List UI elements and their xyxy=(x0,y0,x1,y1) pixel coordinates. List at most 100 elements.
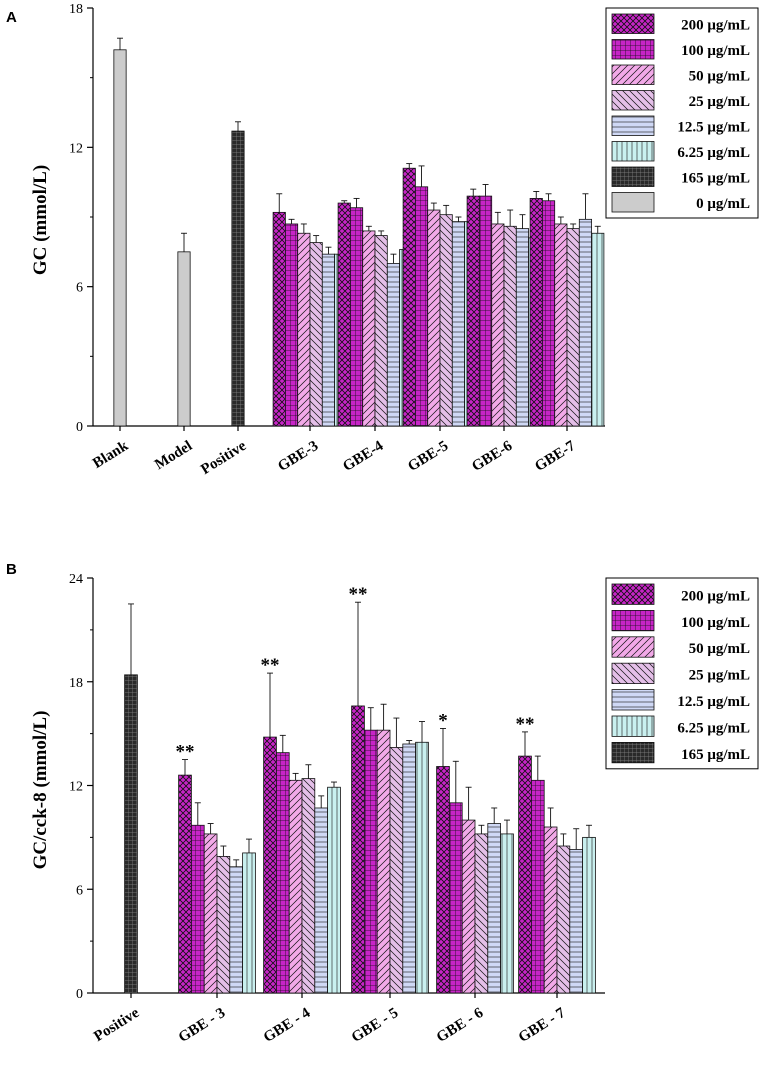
panel-a-category-label-gbe-4: GBE-4 xyxy=(340,438,386,475)
panel-b-legend-label-200-ug-ml: 200 μg/mL xyxy=(681,588,750,604)
panel-a-group-gbe-4 xyxy=(337,197,413,427)
panel-b-legend-swatch-6-25-ug-ml xyxy=(611,715,655,737)
panel-b-y-axis-label: GC/cck-8 (mmol/L) xyxy=(30,711,51,870)
panel-a-bar-gbe-7-50-ug-ml xyxy=(554,223,568,427)
panel-b-bar-gbe-6-12-5-ug-ml xyxy=(487,823,501,994)
panel-a-bar-gbe-3-50-ug-ml xyxy=(297,232,311,427)
panel-a-bar-gbe-3-25-ug-ml xyxy=(309,242,323,427)
panel-b-y-tick-label: 18 xyxy=(69,676,83,691)
panel-b-group-gbe-6: * xyxy=(436,710,514,994)
panel-b-bar-gbe-3-200-ug-ml xyxy=(178,774,192,994)
panel-b-legend-item-100-ug-ml: 100 μg/mL xyxy=(611,610,750,632)
panel-a-bar-gbe-3-100-ug-ml xyxy=(284,223,299,427)
panel-b-bar-gbe-7-200-ug-ml-significance: ** xyxy=(516,714,535,735)
panel-a-bar-gbe-5-12-5-ug-ml xyxy=(451,221,465,427)
panel-a: A GC (mmol/L) 0 6 12 18 Blank Model Positive GB… xyxy=(6,2,759,478)
panel-a-legend-swatch-12-5-ug-ml xyxy=(611,115,655,136)
panel-a-legend-swatch-0-ug-ml xyxy=(611,192,655,213)
panel-a-bar-gbe-6-25-ug-ml xyxy=(503,225,517,427)
panel-b-y-tick-label: 6 xyxy=(76,883,83,898)
panel-b-bar-gbe-5-50-ug-ml xyxy=(376,729,391,994)
panel-a-legend-swatch-100-ug-ml xyxy=(611,39,655,60)
panel-b-y-tick-label: 24 xyxy=(69,572,83,587)
panel-a-bar-gbe-4-200-ug-ml xyxy=(337,202,351,427)
panel-b-legend-label-100-ug-ml: 100 μg/mL xyxy=(681,615,750,631)
panel-b-legend-item-200-ug-ml: 200 μg/mL xyxy=(611,583,750,605)
panel-b-bar-gbe-4-12-5-ug-ml xyxy=(314,807,328,994)
panel-b-category-label-positive: Positive xyxy=(91,1005,142,1045)
panel-a-y-axis-label: GC (mmol/L) xyxy=(30,165,51,275)
panel-a-legend-swatch-25-ug-ml xyxy=(611,90,655,111)
panel-a-group-positive xyxy=(231,121,245,427)
panel-a-legend-swatch-50-ug-ml xyxy=(611,64,655,85)
panel-b: B GC/cck-8 (mmol/L) 0 6 12 18 24 Positive ** GB… xyxy=(6,561,759,1046)
panel-b-bar-gbe-6-25-ug-ml xyxy=(474,833,489,994)
panel-a-group-blank xyxy=(113,37,127,427)
panel-b-bar-gbe-5-25-ug-ml xyxy=(389,747,404,994)
panel-a-group-model xyxy=(177,232,191,427)
panel-b-plot: 0 6 12 18 24 Positive ** GBE - 3 ** GBE - 4 ** GBE … xyxy=(69,572,605,1046)
panel-a-bar-gbe-6-12-5-ug-ml xyxy=(515,228,529,427)
panel-b-bar-gbe-7-12-5-ug-ml xyxy=(569,849,583,994)
panel-a-bar-gbe-6-100-ug-ml xyxy=(478,195,493,427)
panel-b-legend-label-50-ug-ml: 50 μg/mL xyxy=(689,641,750,657)
panel-a-bar-gbe-4-12-5-ug-ml xyxy=(386,263,400,427)
panel-b-bar-gbe-4-50-ug-ml xyxy=(288,779,303,994)
panel-a-bar-gbe-6-200-ug-ml xyxy=(466,195,480,427)
panel-b-bar-gbe-7-25-ug-ml xyxy=(556,845,571,994)
panel-a-legend-label-12-5-ug-ml: 12.5 μg/mL xyxy=(677,120,750,136)
panel-b-legend-label-25-ug-ml: 25 μg/mL xyxy=(689,668,750,684)
panel-b-bar-gbe-6-200-ug-ml-significance: * xyxy=(438,710,448,731)
panel-b-group-gbe-3: ** xyxy=(176,742,256,994)
panel-b-bar-gbe-7-100-ug-ml xyxy=(531,779,545,994)
panel-b-bar-gbe-4-100-ug-ml xyxy=(275,752,290,994)
panel-a-bar-gbe-6-50-ug-ml xyxy=(491,223,505,427)
panel-a-bar-gbe-7-6-25-ug-ml xyxy=(591,232,605,427)
panel-b-legend-swatch-200-ug-ml xyxy=(611,583,655,605)
panel-b-bar-gbe-3-200-ug-ml-significance: ** xyxy=(176,742,195,763)
panel-b-bar-gbe-3-12-5-ug-ml xyxy=(229,866,244,994)
panel-a-bar-gbe-3-12-5-ug-ml xyxy=(321,253,335,427)
panel-b-group-gbe-7: ** xyxy=(516,714,596,994)
panel-b-y-tick-label: 0 xyxy=(76,987,83,1002)
panel-b-legend-item-165-ug-ml: 165 μg/mL xyxy=(611,742,750,764)
panel-a-group-gbe-7 xyxy=(529,191,605,427)
panel-a-legend-item-165-ug-ml: 165 μg/mL xyxy=(611,166,750,187)
panel-a-legend-label-100-ug-ml: 100 μg/mL xyxy=(681,43,750,59)
panel-b-bar-gbe-4-200-ug-ml-significance: ** xyxy=(261,655,280,676)
panel-a-legend-label-25-ug-ml: 25 μg/mL xyxy=(689,94,750,110)
panel-a-y-tick-label: 12 xyxy=(69,141,83,156)
panel-a-category-label-positive: Positive xyxy=(198,438,249,478)
panel-a-legend-item-0-ug-ml: 0 μg/mL xyxy=(611,192,750,213)
panel-b-legend-label-12-5-ug-ml: 12.5 μg/mL xyxy=(677,694,750,710)
panel-b-y-tick-label: 12 xyxy=(69,780,83,795)
panel-a-legend-label-165-ug-ml: 165 μg/mL xyxy=(681,171,750,187)
panel-a-bar-gbe-7-25-ug-ml xyxy=(566,228,580,427)
panel-a-bar-gbe-3-200-ug-ml xyxy=(272,211,286,427)
panel-b-category-label-gbe-4: GBE - 4 xyxy=(261,1005,314,1046)
panel-b-group-gbe-5: ** xyxy=(349,584,429,994)
panel-a-y-tick-label: 6 xyxy=(76,281,83,296)
panel-b-group-positive xyxy=(124,603,138,994)
panel-b-bar-gbe-4-200-ug-ml xyxy=(263,736,277,994)
panel-a-bar-gbe-5-25-ug-ml xyxy=(439,214,453,427)
panel-b-letter: B xyxy=(6,561,17,578)
panel-b-bar-gbe-6-200-ug-ml xyxy=(436,766,450,994)
panel-a-y-tick-label: 18 xyxy=(69,2,83,17)
panel-a-bar-gbe-5-50-ug-ml xyxy=(427,209,441,427)
panel-a-legend-swatch-6-25-ug-ml xyxy=(611,141,655,162)
panel-b-bar-positive-165-ug-ml xyxy=(124,674,138,994)
panel-a-plot: 0 6 12 18 Blank Model Positive GBE-3 GBE-4 GBE-5 G… xyxy=(69,2,605,478)
panel-b-category-label-gbe-7: GBE - 7 xyxy=(516,1005,569,1046)
panel-a-legend-item-25-ug-ml: 25 μg/mL xyxy=(611,90,750,111)
panel-b-bar-gbe-6-100-ug-ml xyxy=(448,802,463,994)
panel-a-legend-item-200-ug-ml: 200 μg/mL xyxy=(611,13,750,34)
panel-b-legend-item-25-ug-ml: 25 μg/mL xyxy=(611,662,750,685)
panel-a-legend-item-12-5-ug-ml: 12.5 μg/mL xyxy=(611,115,750,136)
panel-b-bar-gbe-4-25-ug-ml xyxy=(301,778,316,994)
panel-a-bar-model-0-ug-ml xyxy=(177,251,191,427)
panel-b-bar-gbe-3-100-ug-ml xyxy=(190,824,205,994)
panel-a-legend-swatch-165-ug-ml xyxy=(611,166,655,187)
panel-b-bar-gbe-4-6-25-ug-ml xyxy=(327,786,341,994)
